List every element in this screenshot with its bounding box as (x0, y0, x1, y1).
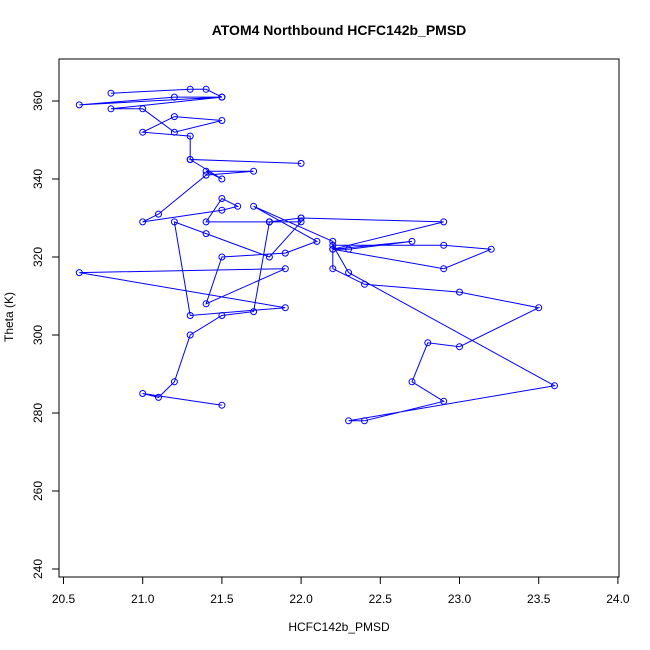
data-point (281, 249, 289, 257)
x-tick-label: 21.0 (131, 592, 155, 606)
x-tick-label: 22.5 (369, 592, 393, 606)
data-point (139, 105, 147, 113)
data-point (329, 237, 337, 245)
data-point (186, 132, 194, 140)
x-tick-label: 24.0 (606, 592, 630, 606)
y-tick-label: 300 (31, 325, 45, 345)
data-point (218, 253, 226, 261)
data-point (170, 93, 178, 101)
data-point (250, 308, 258, 316)
x-axis-label: HCFC142b_PMSD (288, 620, 390, 634)
data-point (170, 378, 178, 386)
data-point (202, 167, 210, 175)
data-point (456, 343, 463, 351)
data-point (218, 312, 226, 319)
x-axis: 20.5 21.0 21.5 22.0 22.5 23.0 23.5 24.0 (52, 576, 630, 606)
data-point (265, 253, 273, 261)
data-point (218, 401, 226, 409)
data-point (202, 300, 210, 308)
data-point (170, 128, 178, 136)
data-point (170, 113, 178, 121)
data-point (218, 195, 226, 202)
data-point (250, 202, 258, 210)
data-point (202, 171, 210, 179)
data-point (186, 331, 194, 339)
data-point (218, 117, 226, 124)
data-point (139, 390, 147, 397)
data-point (234, 202, 242, 210)
y-tick-label: 340 (31, 169, 45, 189)
data-point (218, 175, 226, 183)
data-point (107, 89, 115, 97)
data-point (281, 265, 289, 273)
data-point (345, 417, 353, 425)
data-point (265, 218, 273, 226)
data-point (297, 214, 305, 222)
data-point (218, 93, 226, 101)
data-point (440, 397, 448, 405)
data-point (139, 218, 147, 226)
y-axis: 240 260 280 300 320 340 360 (31, 91, 60, 579)
data-point (487, 245, 495, 253)
y-tick-label: 280 (31, 403, 45, 423)
data-point (313, 237, 321, 245)
data-point (456, 288, 463, 296)
data-point (408, 378, 416, 386)
x-tick-label: 20.5 (52, 592, 76, 606)
y-tick-label: 320 (31, 247, 45, 267)
data-point (218, 206, 226, 214)
data-point (186, 156, 194, 163)
data-point (186, 312, 194, 319)
data-point (535, 304, 543, 312)
x-tick-label: 23.5 (527, 592, 551, 606)
data-point (440, 218, 448, 226)
data-point (250, 167, 258, 175)
y-tick-label: 240 (31, 559, 45, 579)
chart-title: ATOM4 Northbound HCFC142b_PMSD (212, 22, 467, 38)
data-point (297, 159, 305, 167)
x-tick-label: 21.5 (210, 592, 234, 606)
y-tick-label: 260 (31, 481, 45, 501)
data-point (361, 280, 368, 288)
data-point (329, 245, 337, 253)
data-point (440, 241, 448, 249)
data-point (424, 339, 432, 347)
data-point (139, 128, 147, 136)
data-point (345, 245, 353, 253)
data-point (155, 393, 162, 401)
data-point (408, 237, 416, 245)
data-point (551, 382, 558, 390)
data-points (75, 85, 558, 425)
data-point (202, 230, 210, 238)
data-point (170, 218, 178, 226)
data-point (155, 210, 162, 218)
x-tick-label: 23.0 (448, 592, 472, 606)
data-point (202, 85, 210, 93)
x-tick-label: 22.0 (289, 592, 313, 606)
y-axis-label: Theta (K) (2, 292, 16, 342)
data-point (297, 218, 305, 226)
data-point (345, 269, 353, 277)
data-point (440, 265, 448, 273)
data-point (202, 218, 210, 226)
data-point (107, 105, 115, 113)
data-point (75, 269, 83, 277)
data-point (281, 304, 289, 312)
data-point (329, 241, 337, 249)
data-point (75, 101, 83, 109)
data-point (361, 417, 368, 425)
data-point (329, 265, 337, 273)
y-tick-label: 360 (31, 91, 45, 111)
data-point (186, 85, 194, 93)
